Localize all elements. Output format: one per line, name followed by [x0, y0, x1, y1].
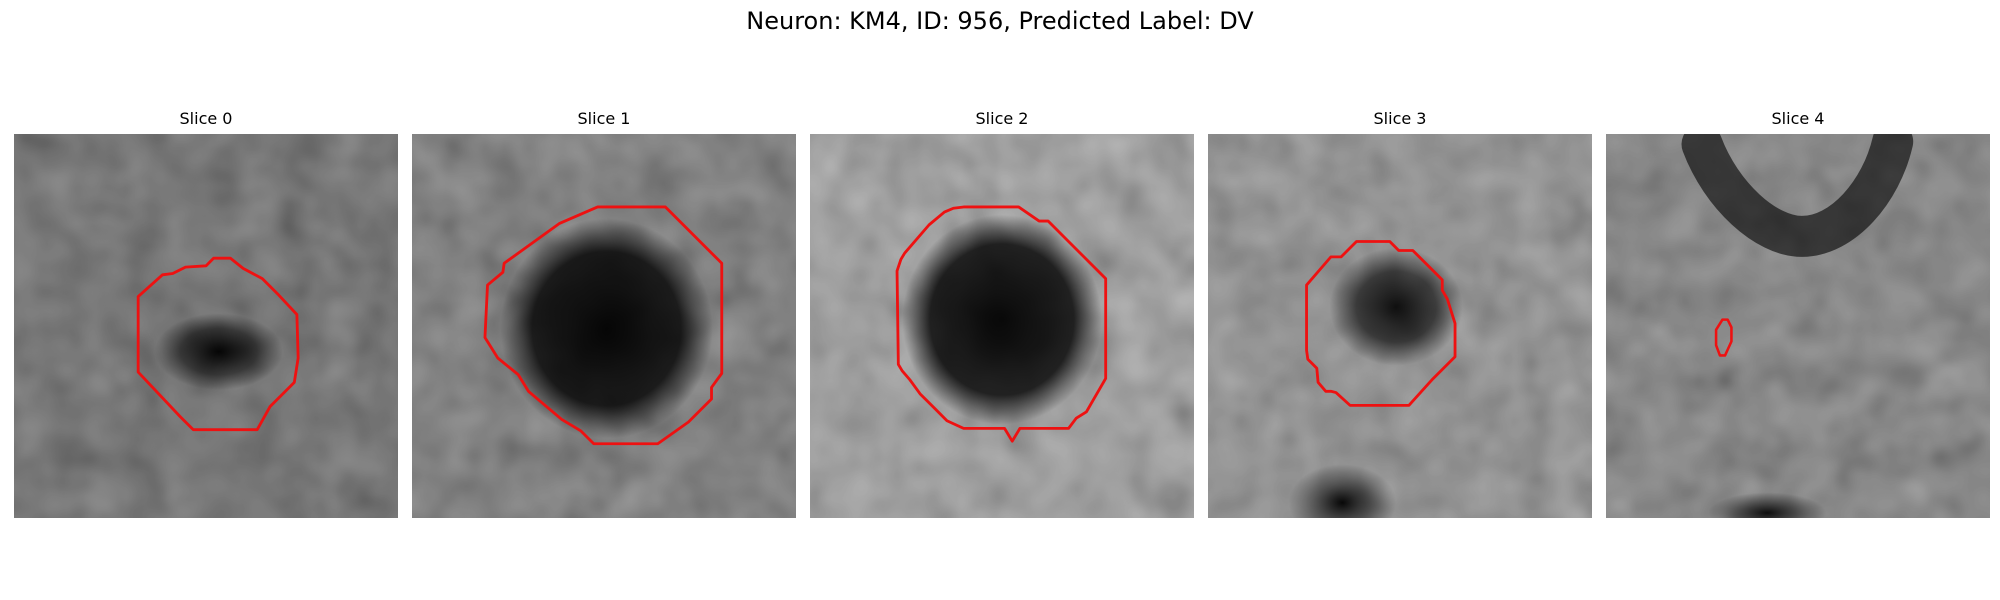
- slice-title-3: Slice 3: [1373, 109, 1427, 128]
- dark-region-2: [902, 214, 1102, 425]
- slice-title-4: Slice 4: [1771, 109, 1825, 128]
- slice-image-2: [810, 134, 1194, 518]
- roi-contour-4: [1714, 318, 1733, 357]
- dark-region-3-bottom: [1288, 464, 1397, 518]
- slice-panel-0: Slice 0: [14, 109, 398, 519]
- dark-arc-4: [1681, 134, 1914, 257]
- roi-contour-2: [895, 205, 1108, 443]
- roi-contour-1: [483, 205, 724, 446]
- figure-title: Neuron: KM4, ID: 956, Predicted Label: D…: [746, 7, 1254, 35]
- dark-region-4-bottom: [1708, 492, 1827, 518]
- slice-panel-1: Slice 1: [412, 109, 796, 519]
- slice-image-1: [412, 134, 796, 518]
- roi-contour-0: [136, 256, 300, 432]
- slice-image-3: [1208, 134, 1592, 518]
- slice-panel-4: Slice 4: [1606, 109, 1990, 519]
- slice-image-0: [14, 134, 398, 518]
- dark-region-1: [500, 218, 713, 439]
- dark-region-3: [1329, 247, 1463, 366]
- slice-panel-2: Slice 2: [810, 109, 1194, 519]
- slice-panel-3: Slice 3: [1208, 109, 1592, 519]
- dark-region-0: [154, 313, 283, 390]
- slice-title-0: Slice 0: [179, 109, 233, 128]
- slice-title-2: Slice 2: [975, 109, 1029, 128]
- roi-contour-3: [1305, 240, 1457, 407]
- slice-title-1: Slice 1: [577, 109, 631, 128]
- slice-image-4: [1606, 134, 1990, 518]
